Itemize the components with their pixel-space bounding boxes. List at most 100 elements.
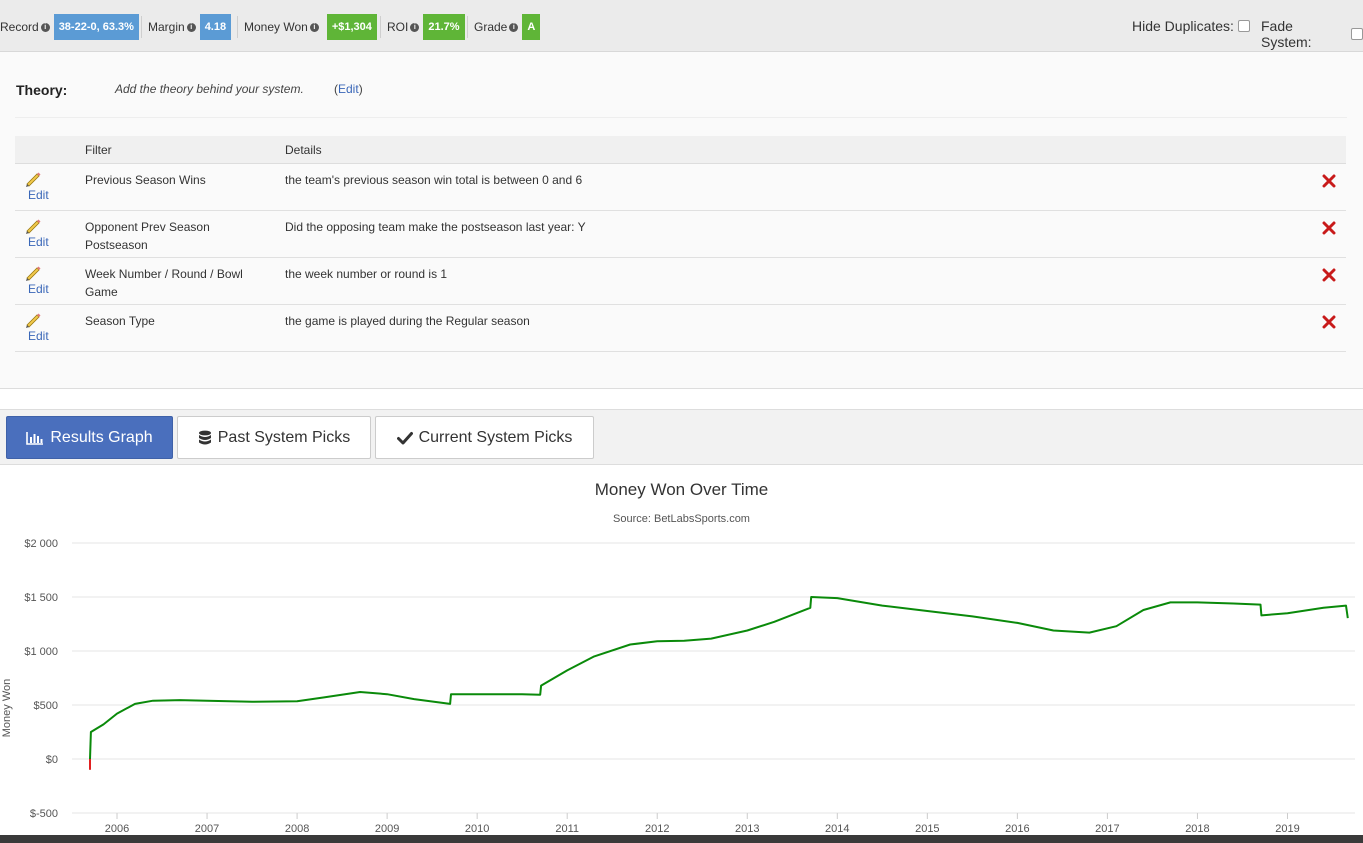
filter-details: the team's previous season win total is … xyxy=(285,173,583,187)
hide-duplicates-toggle: Hide Duplicates: xyxy=(1132,18,1250,34)
record-badge: 38-22-0, 63.3% xyxy=(53,14,139,40)
x-tick-label: 2019 xyxy=(1275,823,1299,835)
y-tick-label: $1 000 xyxy=(24,646,58,658)
divider xyxy=(380,16,381,38)
filter-name: Previous Season Wins xyxy=(85,173,206,187)
x-tick-label: 2008 xyxy=(285,823,309,835)
money-badge: +$1,304 xyxy=(326,14,377,40)
info-icon[interactable]: i xyxy=(309,22,319,32)
hide-duplicates-checkbox[interactable] xyxy=(1237,20,1250,32)
info-icon[interactable]: i xyxy=(186,22,196,32)
table-row: Edit Opponent Prev Season Postseason Did… xyxy=(15,211,1346,258)
bar-chart-icon xyxy=(26,431,44,445)
x-tick-label: 2009 xyxy=(375,823,399,835)
results-tabs: Results Graph Past System Picks Current … xyxy=(0,409,1363,465)
theory-edit-link[interactable]: Edit xyxy=(338,82,359,96)
delete-icon[interactable] xyxy=(1322,268,1336,282)
x-tick-label: 2012 xyxy=(645,823,669,835)
record-label: Record xyxy=(0,20,39,34)
results-graph: Money Won Over Time Source: BetLabsSport… xyxy=(0,466,1363,835)
x-tick-label: 2014 xyxy=(825,823,849,835)
theory-edit: (Edit) xyxy=(334,82,363,96)
fade-system-toggle: Fade System: xyxy=(1261,18,1363,50)
filter-name: Season Type xyxy=(85,314,155,328)
filter-details: the week number or round is 1 xyxy=(285,267,448,281)
fade-system-checkbox[interactable] xyxy=(1351,28,1363,40)
database-icon xyxy=(198,430,211,444)
system-panel: Theory: Add the theory behind your syste… xyxy=(0,52,1363,389)
y-tick-label: $1 500 xyxy=(24,592,58,604)
chart-title: Money Won Over Time xyxy=(594,480,769,499)
tab-past-picks[interactable]: Past System Picks xyxy=(177,416,371,459)
delete-icon[interactable] xyxy=(1322,221,1336,235)
stats-bar: Record i 38-22-0, 63.3% Margin i 4.18 Mone… xyxy=(0,0,1363,52)
roi-badge: 21.7% xyxy=(423,14,465,40)
filter-details: Did the opposing team make the postseaso… xyxy=(285,220,586,234)
edit-paren-close: ) xyxy=(358,82,363,96)
money-label: Money Won xyxy=(244,20,308,34)
table-row: Edit Season Type the game is played duri… xyxy=(15,305,1346,352)
divider xyxy=(467,16,468,38)
os-taskbar xyxy=(0,835,1363,843)
x-tick-label: 2017 xyxy=(1095,823,1119,835)
y-tick-label: $-500 xyxy=(30,808,58,820)
tab-current-picks-label: Current System Picks xyxy=(418,428,573,446)
edit-paren-open: ( xyxy=(334,82,338,96)
divider xyxy=(141,16,142,38)
y-axis-title: Money Won xyxy=(1,679,13,738)
tab-current-picks[interactable]: Current System Picks xyxy=(375,416,594,459)
grade-stat: Grade i A xyxy=(474,14,541,40)
margin-badge: 4.18 xyxy=(199,14,232,40)
y-tick-label: $500 xyxy=(34,700,58,712)
col-filter: Filter xyxy=(85,143,112,157)
tab-results-graph[interactable]: Results Graph xyxy=(6,416,173,459)
edit-link[interactable]: Edit xyxy=(28,282,49,296)
margin-stat: Margin i 4.18 xyxy=(148,14,232,40)
filter-name: Opponent Prev Season Postseason xyxy=(85,220,210,252)
x-tick-label: 2006 xyxy=(105,823,129,835)
col-details: Details xyxy=(285,143,322,157)
x-tick-label: 2018 xyxy=(1185,823,1209,835)
x-tick-label: 2015 xyxy=(915,823,939,835)
margin-label: Margin xyxy=(148,20,185,34)
x-tick-label: 2007 xyxy=(195,823,219,835)
roi-stat: ROI i 21.7% xyxy=(387,14,465,40)
pencil-icon[interactable] xyxy=(24,171,42,187)
table-row: Edit Week Number / Round / Bowl Game the… xyxy=(15,258,1346,305)
pencil-icon[interactable] xyxy=(24,265,42,281)
info-icon[interactable]: i xyxy=(509,22,519,32)
tab-results-graph-label: Results Graph xyxy=(50,428,153,446)
y-tick-label: $0 xyxy=(46,754,58,766)
delete-icon[interactable] xyxy=(1322,315,1336,329)
x-tick-label: 2010 xyxy=(465,823,489,835)
edit-link[interactable]: Edit xyxy=(28,329,49,343)
theory-text: Add the theory behind your system. xyxy=(115,82,304,96)
theory-label: Theory: xyxy=(16,82,68,98)
x-tick-label: 2016 xyxy=(1005,823,1029,835)
fade-system-label: Fade System: xyxy=(1261,18,1312,50)
money-won-chart: $-500 $0 $500 $1 000 $1 500 $2 000 2006 2007 200… xyxy=(1,538,1355,835)
table-row: Edit Previous Season Wins the team's pre… xyxy=(15,164,1346,211)
info-icon[interactable]: i xyxy=(410,22,420,32)
edit-link[interactable]: Edit xyxy=(28,235,49,249)
edit-link[interactable]: Edit xyxy=(28,188,49,202)
grade-label: Grade xyxy=(474,20,508,34)
pencil-icon[interactable] xyxy=(24,312,42,328)
filter-name: Week Number / Round / Bowl Game xyxy=(85,267,243,299)
series-line xyxy=(89,596,1349,760)
roi-label: ROI xyxy=(387,20,409,34)
divider xyxy=(237,16,238,38)
filters-table-header: Filter Details xyxy=(15,136,1346,164)
tab-past-picks-label: Past System Picks xyxy=(217,428,351,446)
checkmark-icon xyxy=(396,431,413,444)
x-tick-label: 2013 xyxy=(735,823,759,835)
hide-duplicates-label: Hide Duplicates: xyxy=(1132,18,1234,34)
info-icon[interactable]: i xyxy=(40,22,50,32)
filter-details: the game is played during the Regular se… xyxy=(285,314,530,328)
filters-table: Filter Details Edit Previous Season Wins… xyxy=(15,136,1346,352)
record-stat: Record i 38-22-0, 63.3% xyxy=(0,14,139,40)
chart-subtitle: Source: BetLabsSports.com xyxy=(613,513,750,525)
pencil-icon[interactable] xyxy=(24,218,42,234)
y-tick-label: $2 000 xyxy=(24,538,58,550)
delete-icon[interactable] xyxy=(1322,174,1336,188)
